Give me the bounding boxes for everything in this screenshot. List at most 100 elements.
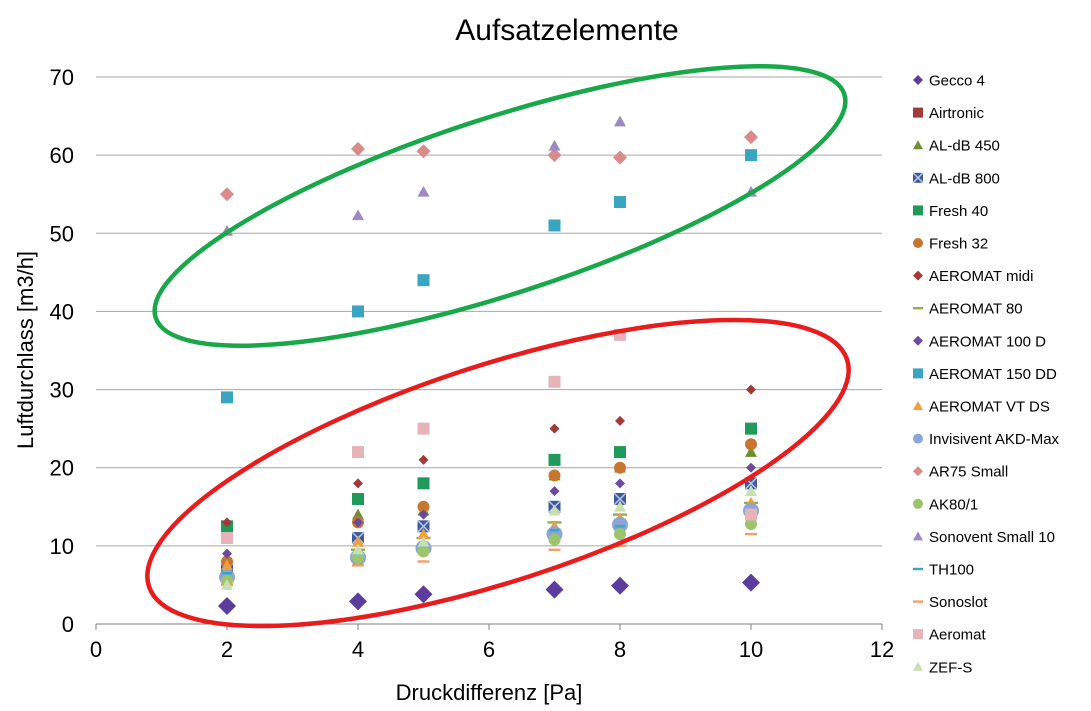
data-point xyxy=(745,508,757,521)
legend-label: AL-dB 450 xyxy=(929,138,1000,155)
data-point xyxy=(615,525,625,528)
legend-label: AEROMAT VT DS xyxy=(929,399,1050,416)
legend-marker xyxy=(913,531,923,541)
legend-label: Fresh 32 xyxy=(929,236,988,253)
y-tick-label: 10 xyxy=(50,534,74,559)
legend-marker xyxy=(913,401,923,410)
legend-item: AL-dB 800 xyxy=(912,170,1000,187)
gridlines xyxy=(96,76,882,547)
data-point xyxy=(612,516,628,533)
data-point xyxy=(418,509,429,520)
data-point xyxy=(221,578,233,590)
x-tick-label: 10 xyxy=(739,637,763,662)
data-point xyxy=(548,219,561,232)
y-tick-label: 40 xyxy=(50,299,74,324)
tick-labels: 0 10 20 30 40 50 60 70 0 2 4 6 8 10 12 xyxy=(50,65,895,662)
legend-item: AEROMAT VT DS xyxy=(913,399,1050,416)
data-point xyxy=(353,517,363,528)
legend-item: Aeromat xyxy=(913,627,987,644)
data-point xyxy=(742,573,760,592)
legend-label: AK80/1 xyxy=(929,496,978,513)
data-point xyxy=(746,384,756,395)
legend-item: TH100 xyxy=(913,562,974,579)
data-point xyxy=(417,500,430,513)
legend-label: AEROMAT 100 D xyxy=(929,333,1046,350)
data-point xyxy=(745,517,757,530)
x-tick-label: 4 xyxy=(352,637,364,662)
x-tick-label: 8 xyxy=(614,637,626,662)
data-point xyxy=(352,564,364,567)
data-point xyxy=(222,517,232,528)
y-tick-label: 50 xyxy=(50,221,74,246)
legend-marker xyxy=(913,270,923,281)
legend-item: AK80/1 xyxy=(913,496,978,513)
data-point xyxy=(417,545,430,558)
y-tick-label: 20 xyxy=(50,456,74,481)
data-point xyxy=(218,597,236,616)
data-point xyxy=(222,572,232,575)
legend-marker xyxy=(913,335,923,346)
legend-item: AEROMAT midi xyxy=(913,268,1033,285)
data-point xyxy=(417,535,430,547)
data-points xyxy=(218,115,760,616)
data-point xyxy=(744,130,758,145)
legend-label: AR75 Small xyxy=(929,464,1008,481)
legend-item: Fresh 40 xyxy=(913,203,988,220)
data-point xyxy=(221,559,233,571)
data-point xyxy=(352,446,364,459)
data-point xyxy=(614,500,626,512)
legend-label: AL-dB 800 xyxy=(929,170,1000,187)
legend-marker xyxy=(913,368,923,379)
data-point xyxy=(745,485,757,496)
data-point xyxy=(548,453,561,466)
legend-item: ZEF-S xyxy=(913,659,972,676)
data-point xyxy=(548,548,561,551)
legend-label: Aeromat xyxy=(929,627,987,644)
data-point xyxy=(745,446,757,457)
legend-marker xyxy=(913,466,923,477)
annotation-ellipses xyxy=(145,64,851,629)
x-axis-label: Druckdifferenz [Pa] xyxy=(396,680,583,705)
legend-marker xyxy=(913,205,923,216)
data-point xyxy=(613,150,627,165)
data-point xyxy=(614,544,626,548)
legend-marker xyxy=(913,307,923,310)
legend-label: TH100 xyxy=(929,562,974,579)
legend-label: AEROMAT 150 DD xyxy=(929,366,1057,383)
data-point xyxy=(549,423,560,434)
data-point xyxy=(352,492,364,505)
data-point xyxy=(417,274,430,287)
marker-cross xyxy=(912,172,924,184)
legend-item: Sonoslot xyxy=(913,594,988,611)
data-point xyxy=(614,528,626,541)
data-point xyxy=(418,454,429,465)
data-point xyxy=(417,422,430,435)
legend-label: AEROMAT midi xyxy=(929,268,1033,285)
data-point xyxy=(417,477,430,490)
data-point xyxy=(416,519,431,533)
legend-label: Invisivent AKD-Max xyxy=(929,431,1060,448)
data-point xyxy=(349,592,367,611)
data-point xyxy=(611,576,629,595)
data-point xyxy=(352,535,364,547)
marker-cross xyxy=(613,492,627,506)
legend-label: Sonoslot xyxy=(929,594,988,611)
legend-marker xyxy=(913,629,923,640)
data-point xyxy=(352,209,364,221)
data-point xyxy=(352,305,364,318)
legend-item: AEROMAT 100 D xyxy=(913,333,1046,350)
legend-label: Sonovent Small 10 xyxy=(929,529,1055,546)
y-tick-label: 70 xyxy=(50,65,74,90)
x-tick-label: 6 xyxy=(483,637,495,662)
data-point xyxy=(549,529,560,532)
legend-marker xyxy=(913,107,923,118)
data-point xyxy=(220,187,234,202)
data-point xyxy=(614,461,626,474)
data-point xyxy=(615,478,625,489)
legend-marker xyxy=(913,567,923,571)
legend-marker xyxy=(913,75,923,85)
data-point xyxy=(549,486,560,497)
data-point xyxy=(353,478,363,489)
data-point xyxy=(548,139,561,151)
